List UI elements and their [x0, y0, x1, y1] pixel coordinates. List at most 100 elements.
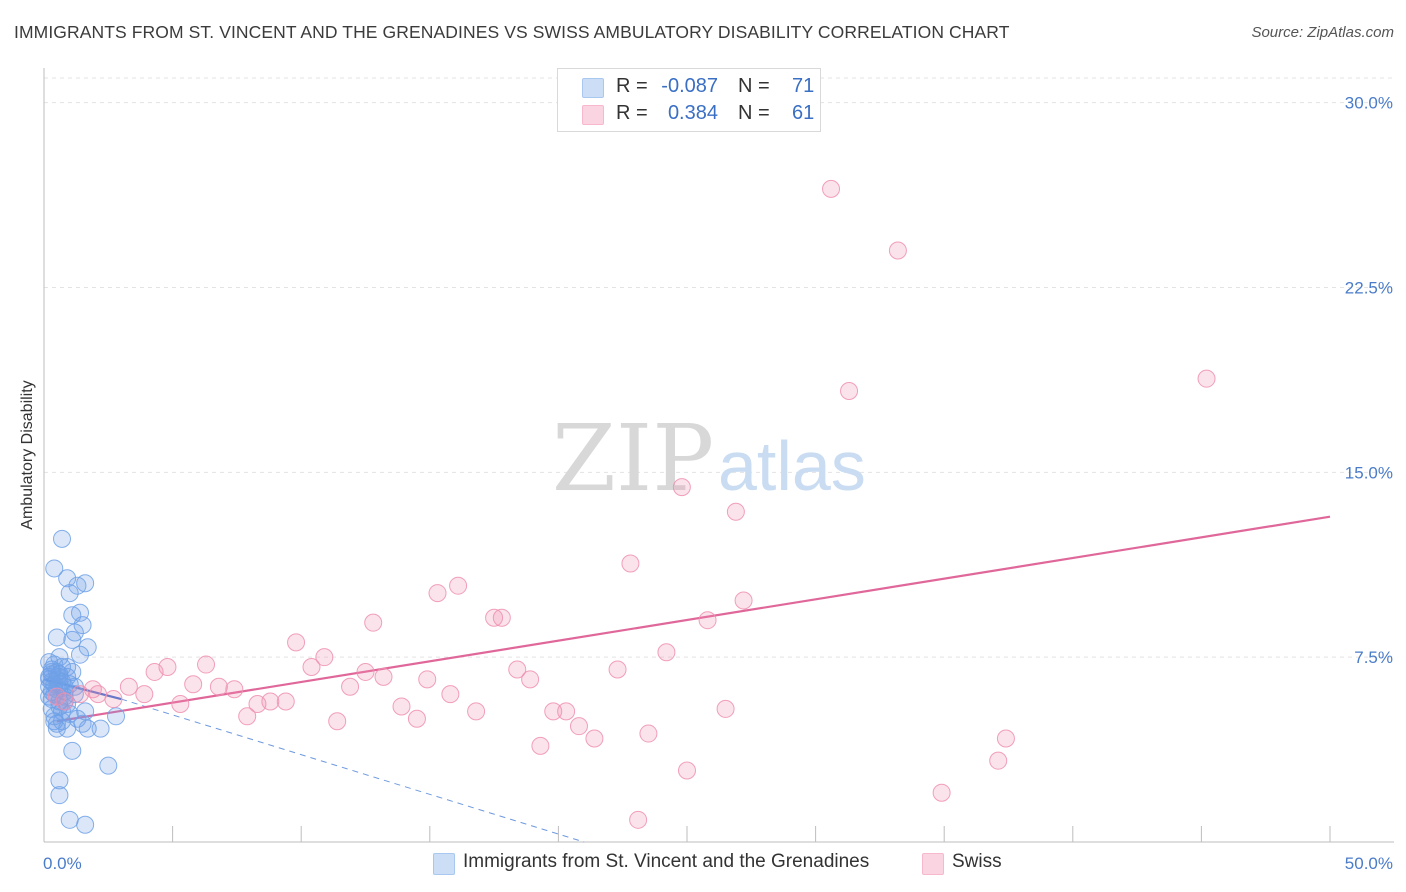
point-swiss [492, 608, 511, 627]
point-immigrants [71, 645, 90, 664]
point-swiss [261, 692, 280, 711]
point-swiss [47, 687, 66, 706]
data-points [40, 179, 1216, 834]
point-swiss [328, 712, 347, 731]
point-swiss [531, 736, 550, 755]
point-swiss [569, 717, 588, 736]
point-swiss [225, 680, 244, 699]
point-swiss [171, 694, 190, 713]
point-swiss [996, 729, 1015, 748]
y-tick-label: 15.0% [1345, 463, 1393, 482]
trend-line-immigrants-extension [121, 698, 585, 843]
x-tick-label: 50.0% [1345, 854, 1393, 873]
point-swiss [989, 751, 1008, 770]
point-swiss [840, 381, 859, 400]
trend-line-swiss [56, 515, 1331, 723]
point-swiss [356, 662, 375, 681]
point-swiss [521, 670, 540, 689]
legend-swatch-swiss [922, 853, 944, 875]
point-swiss [449, 576, 468, 595]
point-swiss [302, 658, 321, 677]
watermark: ZIP atlas [552, 405, 866, 512]
stats-swatch-swiss [582, 105, 604, 125]
stats-swatch-immigrants [582, 78, 604, 98]
point-immigrants [60, 584, 79, 603]
point-immigrants [50, 771, 69, 790]
point-swiss [238, 707, 257, 726]
point-swiss [392, 697, 411, 716]
point-immigrants [73, 616, 92, 635]
legend-label-immigrants: Immigrants from St. Vincent and the Gren… [463, 851, 870, 872]
point-swiss [734, 591, 753, 610]
point-swiss [639, 724, 658, 743]
point-swiss [341, 677, 360, 696]
watermark-zip: ZIP [552, 405, 714, 512]
point-swiss [184, 675, 203, 694]
point-immigrants [78, 638, 97, 657]
n-value: 71 [792, 75, 815, 97]
point-swiss [678, 761, 696, 780]
point-swiss [608, 660, 627, 679]
point-immigrants [53, 529, 72, 548]
point-immigrants [68, 576, 87, 595]
point-swiss [657, 643, 676, 662]
grid-lines [44, 77, 1394, 658]
point-immigrants [45, 685, 64, 704]
point-immigrants [65, 623, 84, 642]
point-immigrants [63, 630, 82, 649]
trend-lines [43, 515, 1331, 843]
point-immigrants [47, 628, 66, 647]
y-tick-label: 30.0% [1345, 94, 1393, 113]
r-label: R = [616, 102, 648, 124]
r-label: R = [616, 75, 648, 97]
point-swiss [374, 667, 393, 686]
point-immigrants [63, 662, 82, 681]
n-label: N = [738, 75, 770, 97]
point-swiss [418, 670, 437, 689]
n-value: 61 [792, 102, 815, 124]
point-immigrants [50, 786, 69, 805]
point-immigrants [65, 685, 84, 704]
point-swiss [485, 608, 504, 627]
point-immigrants [55, 677, 74, 696]
point-immigrants [107, 707, 126, 726]
r-value: 0.384 [667, 102, 718, 124]
point-swiss [407, 709, 426, 728]
point-immigrants [63, 741, 82, 760]
point-swiss [1197, 369, 1216, 388]
legend-label-swiss: Swiss [952, 851, 1002, 872]
point-swiss [364, 613, 383, 632]
point-swiss [888, 241, 907, 260]
axes [43, 68, 1394, 843]
point-swiss [467, 702, 486, 721]
point-swiss [209, 677, 228, 696]
point-swiss [621, 554, 640, 573]
chart-title: IMMIGRANTS FROM ST. VINCENT AND THE GREN… [14, 22, 1010, 42]
point-swiss [119, 677, 138, 696]
point-immigrants [42, 665, 61, 684]
point-swiss [716, 699, 735, 718]
point-swiss [315, 648, 334, 667]
r-value: -0.087 [661, 75, 718, 97]
point-immigrants [91, 719, 110, 738]
n-label: N = [738, 102, 770, 124]
tick-labels: 7.5% 15.0% 22.5% 30.0% 0.0% 50.0% [43, 94, 1393, 873]
point-swiss [276, 692, 295, 711]
point-swiss [672, 478, 691, 497]
stats-box: R = -0.087 N = 71 R = 0.384 N = 61 [557, 68, 821, 132]
point-swiss [135, 685, 154, 704]
point-swiss [158, 658, 177, 677]
watermark-atlas: atlas [718, 427, 866, 505]
point-swiss [197, 655, 216, 674]
point-swiss [544, 702, 563, 721]
point-immigrants [76, 815, 95, 834]
y-tick-label: 22.5% [1345, 278, 1393, 297]
point-swiss [287, 633, 306, 652]
point-swiss [698, 611, 717, 630]
point-swiss [441, 685, 460, 704]
y-tick-label: 7.5% [1354, 648, 1393, 667]
point-immigrants [76, 702, 95, 721]
point-immigrants [78, 719, 97, 738]
point-immigrants [60, 810, 79, 829]
